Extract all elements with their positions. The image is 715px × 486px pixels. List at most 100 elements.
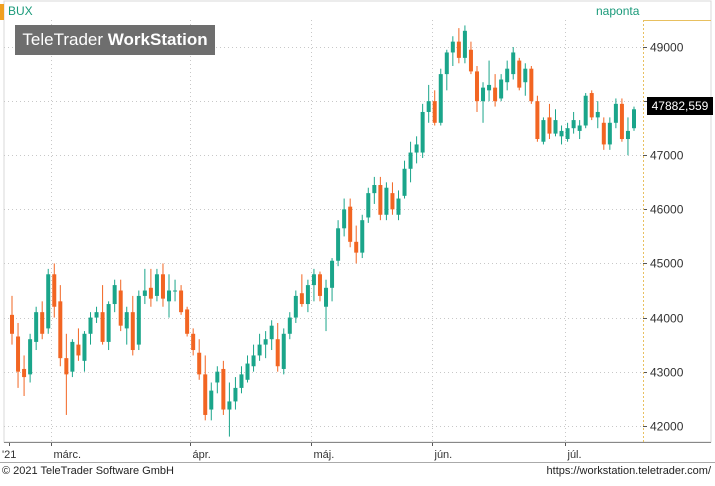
candle-up: [625, 130, 630, 140]
candle-up: [426, 101, 431, 112]
candle-up: [632, 109, 636, 129]
candle-up: [173, 290, 178, 292]
y-tick-label: 46000: [650, 203, 684, 217]
candle-up: [499, 79, 504, 99]
candle-up: [420, 111, 425, 153]
candle-up: [450, 41, 455, 53]
candle-up: [167, 290, 172, 302]
candle-down: [221, 368, 226, 410]
candle-up: [263, 339, 268, 345]
candle-down: [354, 241, 359, 253]
candle-down: [317, 274, 322, 296]
candle-up: [541, 120, 546, 142]
candle-up: [438, 74, 443, 123]
candle-up: [571, 120, 576, 129]
candle-down: [76, 344, 81, 356]
candle-down: [40, 312, 45, 334]
candle-down: [16, 336, 21, 372]
candle-up: [481, 87, 486, 102]
last-value-tag: 47882,559: [647, 97, 713, 115]
candle-down: [275, 339, 280, 367]
candle-down: [185, 309, 190, 334]
candle-up: [281, 333, 286, 369]
grid: [3, 0, 712, 443]
candle-down: [10, 314, 14, 334]
candle-down: [203, 374, 208, 415]
candle-up: [372, 185, 377, 194]
candle-up: [553, 120, 558, 134]
candle-up: [336, 228, 341, 261]
candle-up: [215, 371, 220, 383]
y-tick-label: 49000: [650, 41, 684, 55]
source-url[interactable]: https://workstation.teletrader.com/: [546, 465, 711, 477]
x-tick-label: máj.: [314, 449, 335, 461]
copyright: © 2021 TeleTrader Software GmbH: [2, 465, 174, 477]
candle-down: [130, 312, 135, 351]
watermark-brand: TeleTrader: [22, 30, 104, 49]
candle-down: [160, 274, 165, 299]
candle-up: [414, 144, 419, 153]
candle-up: [342, 209, 347, 229]
y-tick-label: 45000: [650, 257, 684, 271]
candle-down: [22, 368, 27, 378]
watermark: TeleTrader WorkStation: [15, 25, 215, 55]
x-tick-label: ápr.: [193, 449, 211, 461]
interval-label[interactable]: naponta: [596, 4, 640, 18]
candle-down: [118, 290, 123, 326]
candle-up: [287, 317, 292, 334]
candle-up: [28, 339, 33, 375]
candle-up: [565, 128, 570, 140]
ticker-label: BUX: [8, 4, 33, 18]
x-tick-label: márc.: [54, 449, 82, 461]
candle-down: [589, 93, 594, 118]
y-tick-label: 43000: [650, 366, 684, 380]
candle-up: [396, 198, 401, 215]
candle-up: [269, 325, 274, 340]
candle-up: [511, 52, 516, 75]
candle-up: [402, 168, 407, 196]
candle-up: [34, 312, 39, 342]
candle-up: [227, 401, 232, 410]
x-tick-label: júl.: [567, 449, 582, 461]
candle-up: [384, 187, 389, 215]
candle-up: [136, 295, 141, 345]
candle-down: [299, 293, 304, 305]
candle-up: [305, 285, 310, 305]
candles: [10, 25, 636, 437]
candle-up: [577, 125, 582, 131]
candle-down: [148, 287, 153, 299]
candle-up: [209, 390, 214, 410]
x-tick-label: jún.: [434, 449, 453, 461]
candle-up: [613, 103, 618, 123]
candle-down: [456, 41, 461, 58]
candle-up: [154, 274, 159, 296]
candle-down: [493, 87, 498, 102]
candle-down: [601, 122, 606, 145]
candle-up: [607, 122, 612, 145]
candle-down: [378, 185, 383, 215]
candle-up: [257, 344, 262, 356]
candle-down: [474, 71, 479, 102]
axes: 4200043000440004500046000470004800049000…: [0, 20, 715, 463]
candle-up: [88, 317, 93, 334]
candle-up: [366, 193, 371, 218]
candle-down: [197, 352, 202, 375]
y-tick-label: 44000: [650, 312, 684, 326]
plot-frame: [3, 0, 712, 443]
candle-down: [619, 103, 624, 140]
candle-up: [46, 274, 51, 329]
candle-down: [468, 49, 473, 72]
candle-up: [408, 152, 413, 169]
candle-down: [348, 206, 353, 242]
candle-up: [360, 220, 365, 253]
candle-down: [432, 101, 437, 123]
candle-down: [529, 68, 534, 102]
candle-down: [390, 193, 395, 210]
candle-up: [106, 304, 111, 342]
candle-up: [233, 387, 238, 402]
candle-up: [112, 285, 117, 305]
candle-up: [142, 290, 147, 296]
candle-up: [124, 312, 129, 329]
